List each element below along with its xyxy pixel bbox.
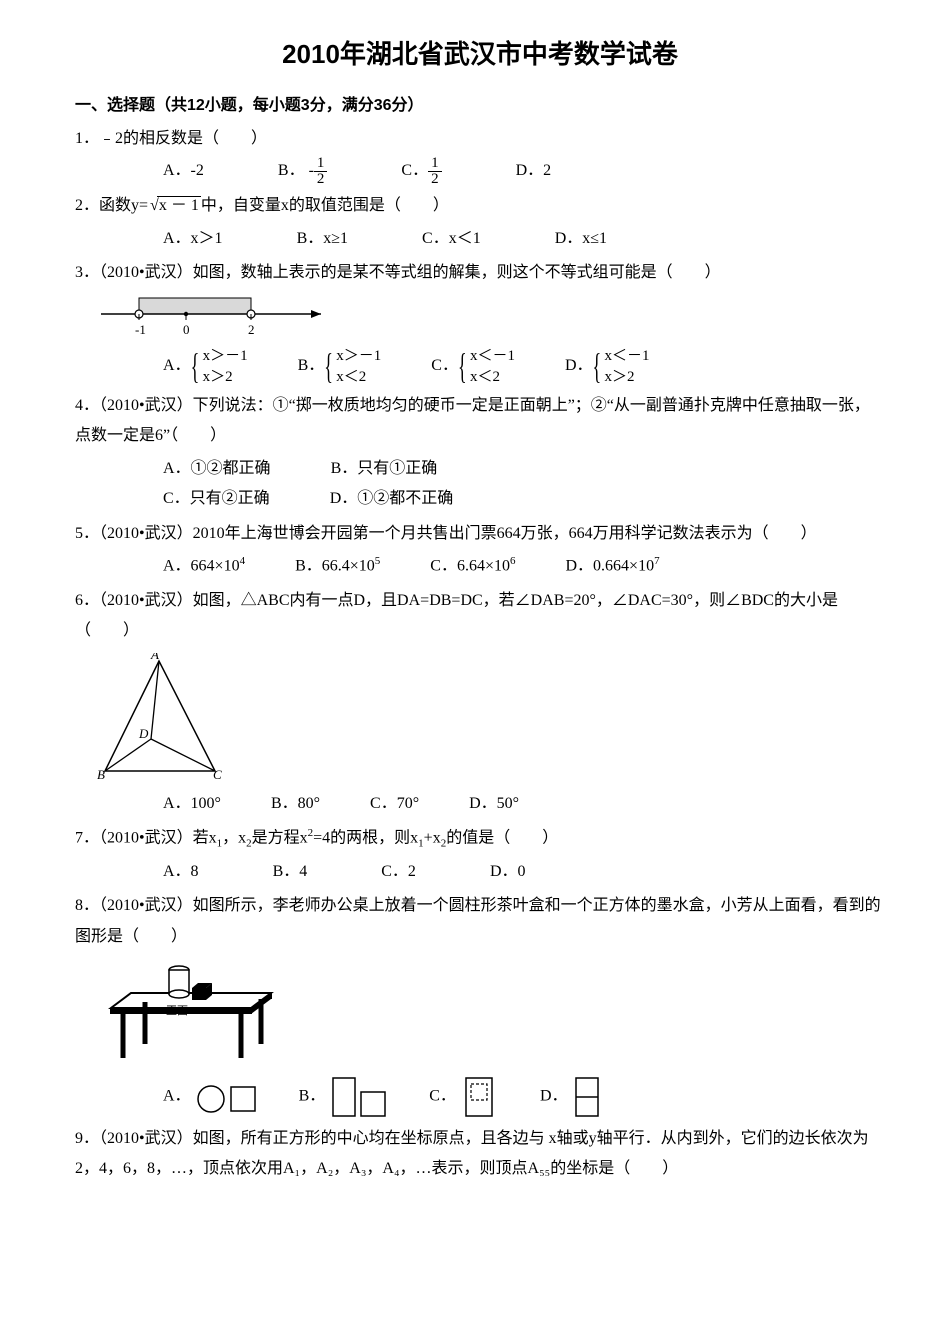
question-2: 2．函数y=x － 1中，自变量x的取值范围是（ ） A．x＞1 B．x≥1 C…	[75, 191, 885, 254]
q5-opt-c: C．6.64×106	[430, 551, 515, 582]
q5-opt-a: A．664×104	[163, 551, 245, 582]
q5-opt-d: D．0.664×107	[566, 551, 660, 582]
q6-opt-b: B．80°	[271, 789, 320, 819]
q3-opt-a: A．x＞－1x＞2	[163, 346, 248, 387]
question-8: 8．（2010•武汉）如图所示，李老师办公桌上放着一个圆柱形茶叶盒和一个正方体的…	[75, 891, 885, 1120]
q7-opt-d: D．0	[490, 857, 526, 887]
q1-opt-b: B． -12	[278, 156, 328, 187]
page-title: 2010年湖北省武汉市中考数学试卷	[75, 30, 885, 79]
q1-stem: 1．﹣2的相反数是（ ）	[75, 124, 885, 154]
q2-opt-c: C．x＜1	[422, 224, 481, 254]
q6-opt-c: C．70°	[370, 789, 419, 819]
svg-text:B: B	[97, 767, 105, 782]
q6-opt-d: D．50°	[469, 789, 519, 819]
q1-opt-c: C．12	[401, 156, 441, 187]
q1-opt-d: D．2	[516, 156, 552, 186]
question-6: 6．（2010•武汉）如图，△ABC内有一点D，且DA=DB=DC，若∠DAB=…	[75, 586, 885, 819]
q8-stem: 8．（2010•武汉）如图所示，李老师办公桌上放着一个圆柱形茶叶盒和一个正方体的…	[75, 891, 885, 952]
q7-opt-b: B．4	[273, 857, 308, 887]
q7-opt-c: C．2	[381, 857, 416, 887]
q1-opt-a: A．-2	[163, 156, 204, 186]
q9-stem: 9．（2010•武汉）如图，所有正方形的中心均在坐标原点，且各边与 x轴或y轴平…	[75, 1124, 885, 1185]
q8-opt-c: C．	[429, 1074, 500, 1120]
q8-opt-a: A．	[163, 1077, 259, 1117]
svg-text:C: C	[213, 767, 222, 782]
question-3: 3．（2010•武汉）如图，数轴上表示的是某不等式组的解集，则这个不等式组可能是…	[75, 258, 885, 387]
q3-opt-d: D．x＜－1x＞2	[565, 346, 650, 387]
q5-stem: 5．（2010•武汉）2010年上海世博会开园第一个月共售出门票664万张，66…	[75, 519, 885, 549]
question-9: 9．（2010•武汉）如图，所有正方形的中心均在坐标原点，且各边与 x轴或y轴平…	[75, 1124, 885, 1185]
q7-stem: 7．（2010•武汉）若x1，x2是方程x2=4的两根，则x1+x2的值是（ ）	[75, 823, 885, 854]
q4-opt-b: B．只有①正确	[331, 454, 438, 484]
q2-stem: 2．函数y=x － 1中，自变量x的取值范围是（ ）	[75, 191, 885, 221]
question-5: 5．（2010•武汉）2010年上海世博会开园第一个月共售出门票664万张，66…	[75, 519, 885, 582]
svg-text:2: 2	[248, 322, 255, 337]
question-4: 4．（2010•武汉）下列说法：①“掷一枚质地均匀的硬币一定是正面朝上”；②“从…	[75, 391, 885, 515]
q8-figure: 正面	[91, 958, 885, 1068]
q6-opt-a: A．100°	[163, 789, 221, 819]
svg-text:D: D	[138, 726, 149, 741]
q3-figure: -1 0 2	[91, 294, 885, 340]
q3-opt-b: B．x＞－1x＜2	[298, 346, 382, 387]
q2-opt-d: D．x≤1	[555, 224, 607, 254]
section-heading: 一、选择题（共12小题，每小题3分，满分36分）	[75, 91, 885, 121]
svg-text:A: A	[150, 653, 159, 662]
svg-text:-1: -1	[135, 322, 146, 337]
question-7: 7．（2010•武汉）若x1，x2是方程x2=4的两根，则x1+x2的值是（ ）…	[75, 823, 885, 887]
q3-stem: 3．（2010•武汉）如图，数轴上表示的是某不等式组的解集，则这个不等式组可能是…	[75, 258, 885, 288]
q6-figure: A B C D	[91, 653, 885, 783]
q4-opt-c: C．只有②正确	[163, 484, 270, 514]
q8-opt-d: D．	[540, 1074, 604, 1120]
q5-opt-b: B．66.4×105	[295, 551, 380, 582]
q2-opt-a: A．x＞1	[163, 224, 223, 254]
q2-opt-b: B．x≥1	[297, 224, 348, 254]
q6-stem: 6．（2010•武汉）如图，△ABC内有一点D，且DA=DB=DC，若∠DAB=…	[75, 586, 885, 647]
q7-opt-a: A．8	[163, 857, 199, 887]
q8-opt-b: B．	[299, 1074, 390, 1120]
question-1: 1．﹣2的相反数是（ ） A．-2 B． -12 C．12 D．2	[75, 124, 885, 187]
q3-opt-c: C．x＜－1x＜2	[431, 346, 515, 387]
q4-opt-a: A．①②都正确	[163, 454, 271, 484]
q8-options: A． B． C． D．	[75, 1074, 885, 1120]
svg-text:0: 0	[183, 322, 190, 337]
svg-text:正面: 正面	[166, 1005, 188, 1017]
q4-opt-d: D．①②都不正确	[330, 484, 454, 514]
